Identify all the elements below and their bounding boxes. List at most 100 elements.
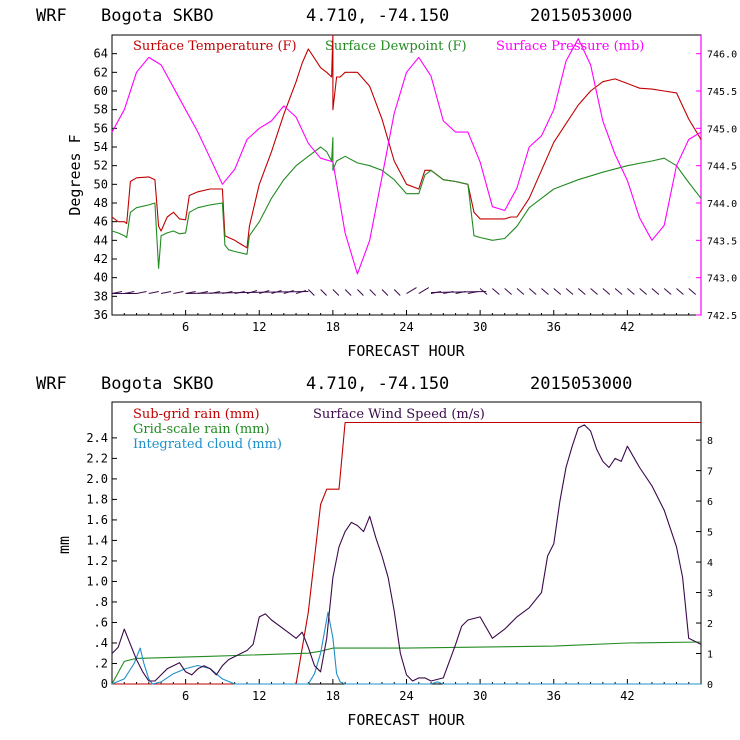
y2-tick-label: 8 <box>707 436 713 447</box>
series-surface-dewpoint-f <box>111 137 702 269</box>
x-tick-label-36: 36 <box>547 689 561 703</box>
wind-barb <box>590 288 598 295</box>
y2-tick-label: 5 <box>707 528 713 539</box>
wind-barb <box>332 289 340 296</box>
y-tick-label: 1.8 <box>86 492 108 506</box>
x-tick-label-30: 30 <box>473 320 487 334</box>
wind-barb <box>541 288 549 295</box>
series-group <box>111 34 702 275</box>
y2-tick-label: 744.0 <box>707 199 737 210</box>
wind-barb <box>307 289 315 296</box>
wind-barb <box>688 288 697 295</box>
legend-temperature: Surface Temperature (F) <box>133 39 297 54</box>
y2-tick-label: 746.0 <box>707 50 737 61</box>
wind-barb <box>651 288 660 295</box>
header-coords-2: 4.710, -74.150 <box>306 374 449 394</box>
y-tick-label: 1.6 <box>86 513 108 527</box>
y-tick-label: 48 <box>94 196 108 210</box>
x-tick-label-18: 18 <box>326 689 340 703</box>
y2-tick-label: 3 <box>707 589 713 600</box>
y-tick-label: 60 <box>94 84 108 98</box>
y-tick-label: 62 <box>94 65 108 79</box>
wind-barb <box>418 287 430 294</box>
header-station-2: Bogota SKBO <box>101 374 214 394</box>
wind-barb <box>148 291 159 295</box>
y-tick-label: 64 <box>94 47 108 61</box>
wind-barb <box>369 289 377 296</box>
legend-integrated-cloud: Integrated cloud (mm) <box>133 437 282 452</box>
y2-axis-ticks: 742.5 743.0 743.5 744.0 744.5 745.0 745.5 746.0 <box>696 50 737 322</box>
y-axis-label-2: mm <box>55 536 73 554</box>
y2-tick-label: 6 <box>707 497 713 508</box>
wind-barb-base <box>431 291 487 294</box>
y-tick-label: 50 <box>94 177 108 191</box>
wind-barb <box>160 291 172 295</box>
wind-barb <box>627 288 635 295</box>
series-sub-grid-rain-mm <box>112 421 701 685</box>
series-grid-scale-rain-mm <box>111 641 702 685</box>
y2-tick-label: 0 <box>707 680 713 691</box>
plot-frame-left <box>111 34 702 316</box>
y-tick-label: 54 <box>94 140 108 154</box>
y-tick-label: 42 <box>94 252 108 266</box>
wind-barb <box>577 288 586 295</box>
wind-barb <box>406 287 417 294</box>
legend-dewpoint: Surface Dewpoint (F) <box>325 39 467 54</box>
y-tick-label: .2 <box>94 656 108 670</box>
wind-barb <box>602 288 611 295</box>
header-model: WRF <box>36 6 67 26</box>
y-tick-label: 1.0 <box>86 574 108 588</box>
wind-barb-base <box>185 291 309 295</box>
legend-subgrid-rain: Sub-grid rain (mm) <box>133 407 260 422</box>
x-tick-label-6: 6 <box>182 689 189 703</box>
panel-temperature: WRF Bogota SKBO 4.710, -74.150 201505300… <box>36 6 737 360</box>
wind-barb <box>357 289 364 296</box>
header-model-2: WRF <box>36 374 67 394</box>
y2-tick-label: 744.5 <box>707 162 737 173</box>
panel-precipitation: WRF Bogota SKBO 4.710, -74.150 201505300… <box>36 374 713 729</box>
header-run: 2015053000 <box>530 6 632 26</box>
wind-barb <box>504 288 512 295</box>
y-tick-label: 36 <box>94 308 108 322</box>
wind-barb <box>381 289 389 296</box>
y-tick-label: .8 <box>94 595 108 609</box>
wind-barb <box>393 289 401 296</box>
legend-wind-speed: Surface Wind Speed (m/s) <box>313 407 485 422</box>
y-tick-label: 46 <box>94 215 108 229</box>
y-tick-label: 2.4 <box>86 431 108 445</box>
y-tick-label: 1.4 <box>86 533 108 547</box>
x-tick-label-42: 42 <box>620 689 634 703</box>
header-coords: 4.710, -74.150 <box>306 6 449 26</box>
series-surface-wind-speed-m-s <box>111 424 702 682</box>
y2-axis-ticks-2: 0 1 2 3 4 5 6 7 8 <box>696 436 713 691</box>
wind-barb <box>528 288 537 295</box>
y-tick-label: 56 <box>94 121 108 135</box>
wind-barb <box>676 288 684 295</box>
wind-barb <box>663 288 672 295</box>
wind-barb <box>344 289 352 296</box>
x-axis-label-2: FORECAST HOUR <box>347 711 465 729</box>
y-tick-label: 0 <box>101 677 108 691</box>
wind-barb <box>614 288 623 295</box>
wind-barb <box>516 288 525 295</box>
wind-barb <box>553 288 562 295</box>
y2-tick-label: 4 <box>707 558 713 569</box>
x-axis-ticks-2: 6 12 18 24 30 36 42 <box>123 679 690 703</box>
y-axis-ticks-2: 0 .2 .4 .6 .8 1.0 1.2 1.4 1.6 1.8 2.0 2.2 2.4 <box>86 431 117 691</box>
x-tick-label-12: 12 <box>252 320 266 334</box>
y-tick-label: .4 <box>94 636 108 650</box>
y2-tick-label: 743.5 <box>707 236 737 247</box>
x-tick-label-36: 36 <box>547 320 561 334</box>
x-tick-label-24: 24 <box>399 689 413 703</box>
wind-barb <box>320 289 327 296</box>
y-tick-label: 38 <box>94 289 108 303</box>
y2-tick-label: 745.5 <box>707 87 737 98</box>
y-tick-label: 44 <box>94 233 108 247</box>
x-tick-label-12: 12 <box>252 689 266 703</box>
header-run-2: 2015053000 <box>530 374 632 394</box>
x-tick-label-6: 6 <box>182 320 189 334</box>
y2-tick-label: 1 <box>707 650 713 661</box>
y-tick-label: 2.0 <box>86 472 108 486</box>
y2-tick-label: 743.0 <box>707 274 737 285</box>
